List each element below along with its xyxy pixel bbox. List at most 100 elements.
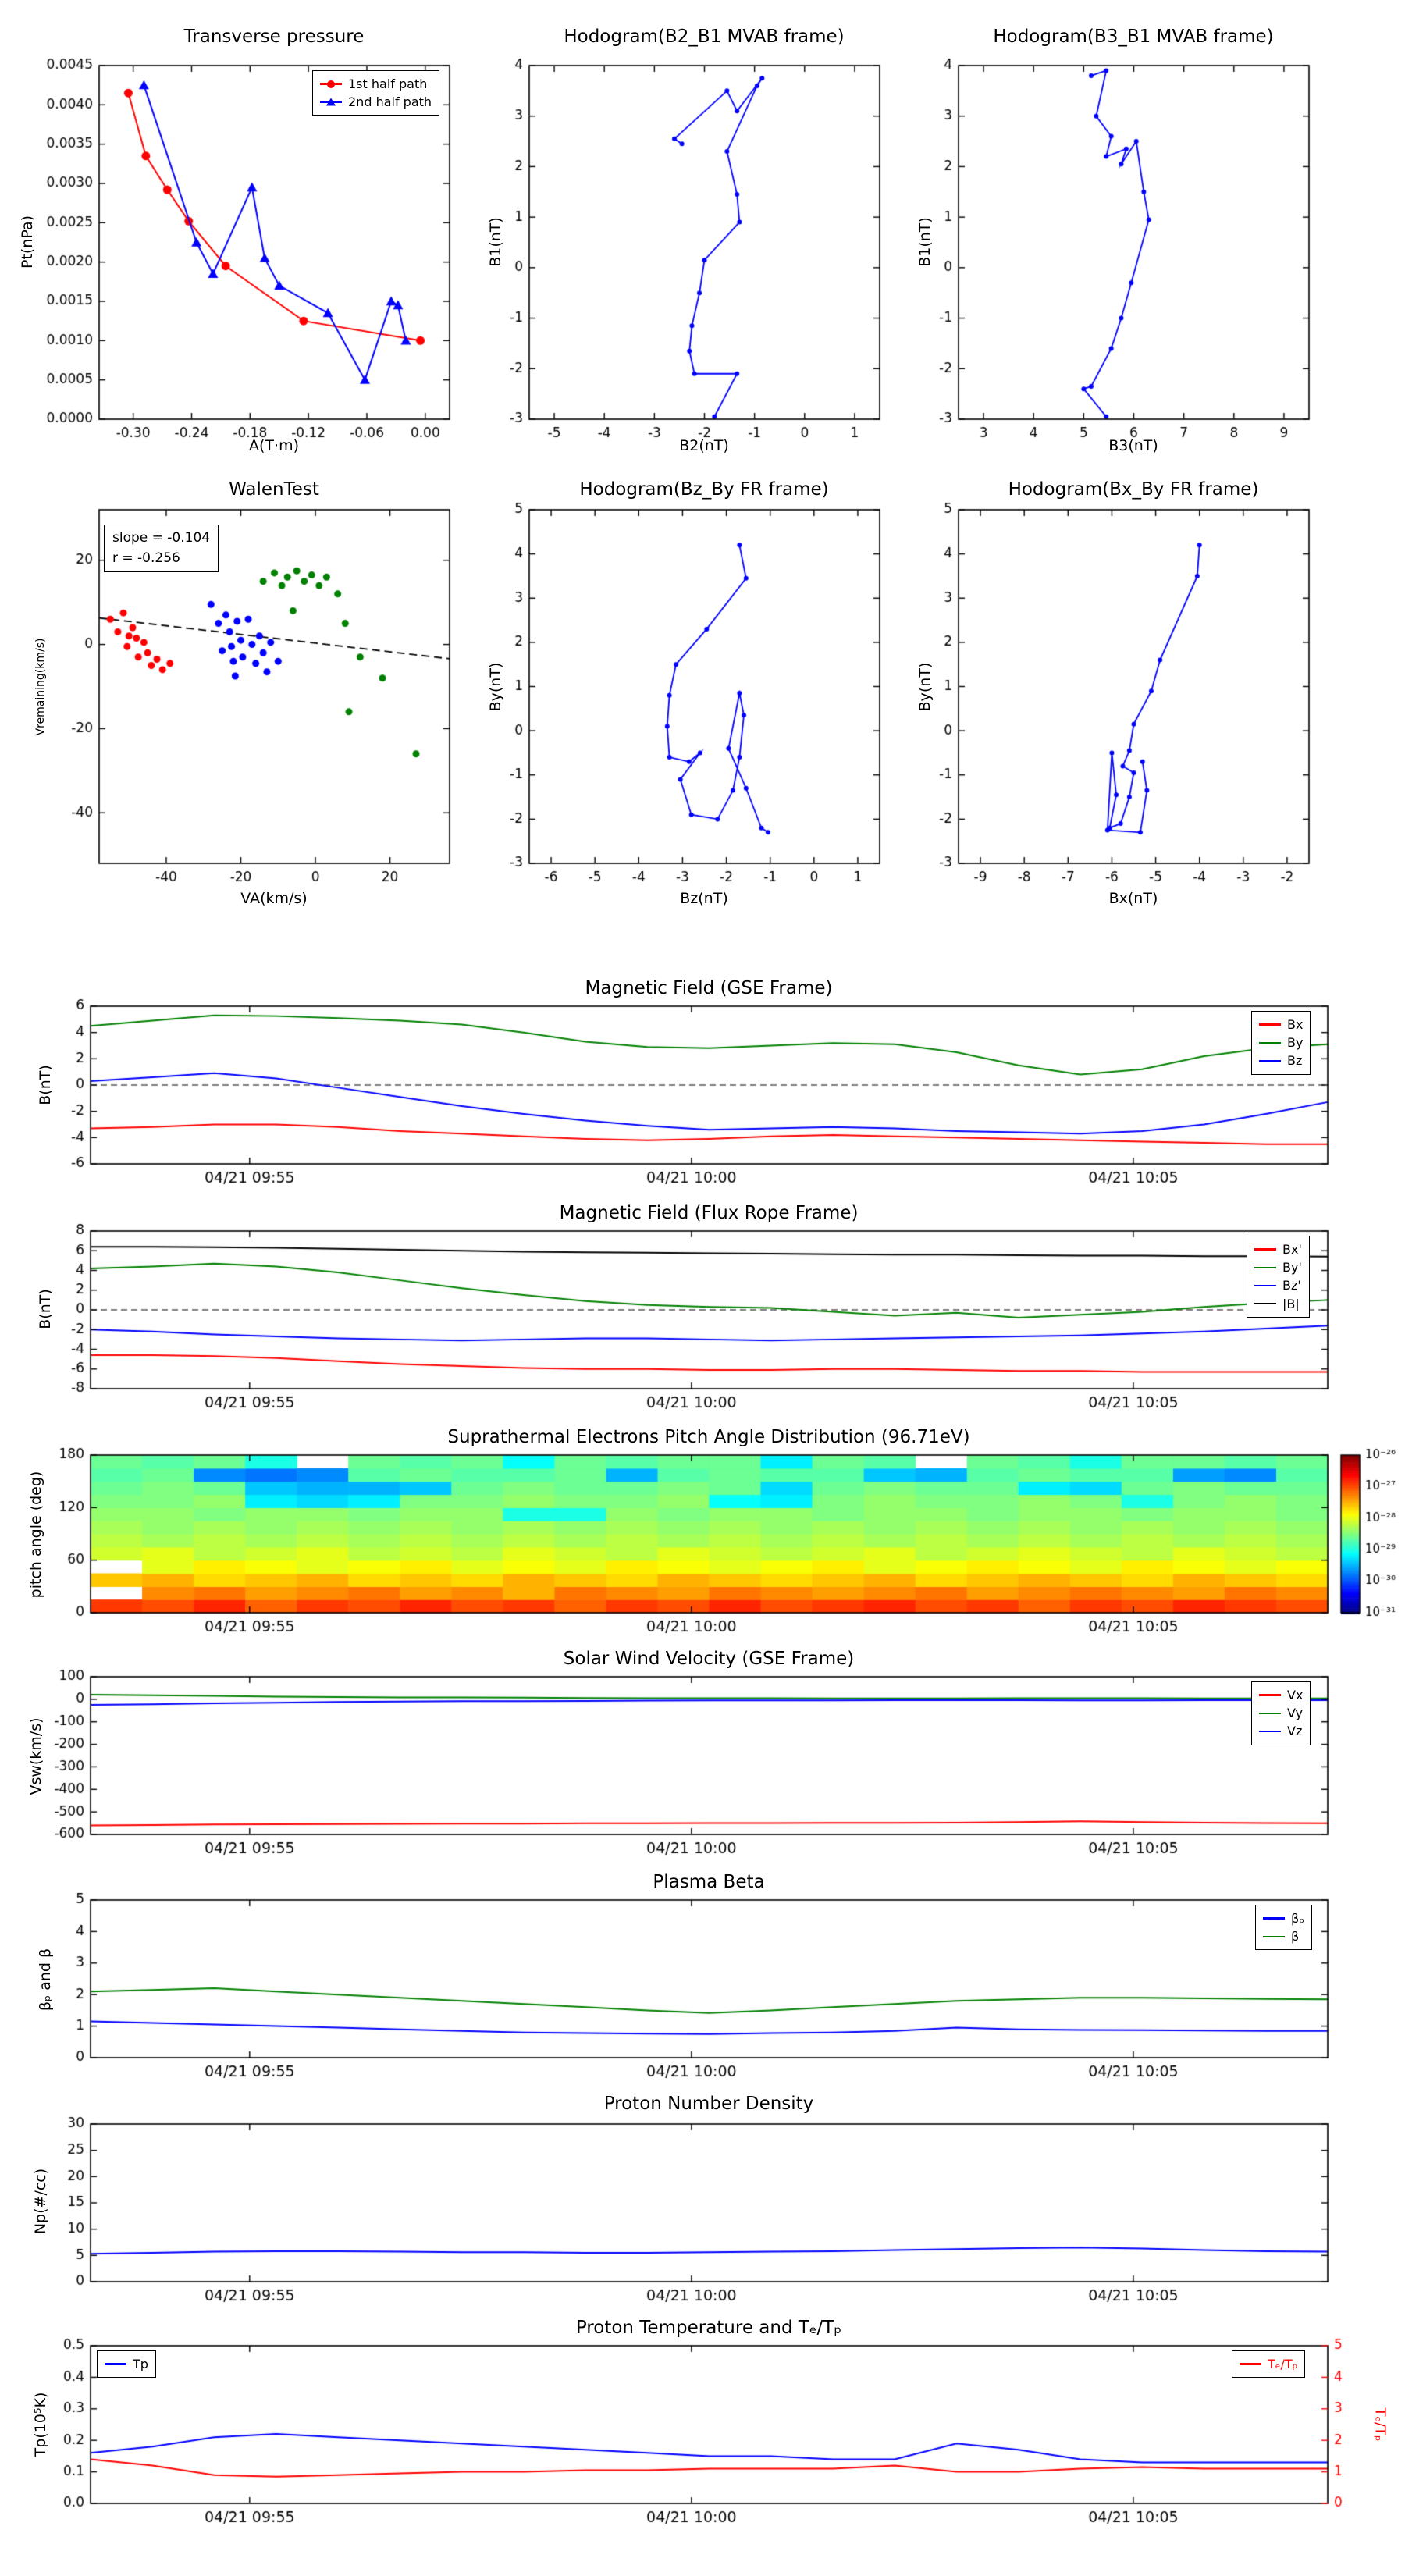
ylabel-vsw: Vsw(km/s) (27, 1717, 44, 1795)
legend-entry: Vz (1259, 1722, 1303, 1740)
legend-entry: By' (1254, 1258, 1302, 1276)
legend-entry: Bx (1259, 1016, 1303, 1034)
xlabel-walen: VA(km/s) (240, 890, 308, 907)
magnetic-field-fr-plot (0, 1189, 1405, 1423)
legend-entry: β (1263, 1927, 1304, 1945)
legend-line-sample (1259, 1694, 1281, 1696)
hodogram-bzby-plot (484, 476, 921, 921)
legend-line-sample (320, 80, 342, 88)
legend-label: βₚ (1291, 1911, 1305, 1926)
ylabel-hodo-bzby: By(nT) (487, 662, 504, 712)
legend-label: Vz (1287, 1724, 1303, 1739)
legend-entry: βₚ (1263, 1909, 1304, 1927)
legend-mag-gse: Bx By Bz (1251, 1011, 1311, 1075)
legend-label: |B| (1282, 1296, 1300, 1311)
walen-fit-stats: slope = -0.104 r = -0.256 (104, 525, 219, 572)
legend-line-sample (1254, 1284, 1276, 1287)
legend-label: Tₑ/Tₚ (1268, 2357, 1298, 2371)
ylabel-beta: βₚ and β (37, 1948, 54, 2012)
title-proton-density: Proton Number Density (603, 2094, 814, 2114)
legend-label: Vy (1287, 1706, 1303, 1721)
legend-entry: 1st half path (320, 75, 432, 93)
magnetic-field-gse-plot (0, 964, 1405, 1198)
title-hodogram-b3b1: Hodogram(B3_B1 MVAB frame) (993, 27, 1274, 47)
xlabel-hodo-bzby: Bz(nT) (680, 890, 728, 907)
legend-entry: Bx' (1254, 1240, 1302, 1258)
triangle-marker-icon (326, 98, 336, 106)
legend-mag-fr: Bx' By' Bz' |B| (1247, 1236, 1310, 1318)
legend-label: 2nd half path (348, 94, 432, 110)
legend-label: Tp (133, 2357, 148, 2371)
legend-entry: Vy (1259, 1704, 1303, 1722)
legend-entry: By (1259, 1034, 1303, 1051)
legend-vsw: Vx Vy Vz (1251, 1681, 1311, 1745)
hodogram-b3b1-plot (921, 23, 1358, 468)
legend-label: Bz' (1282, 1278, 1301, 1293)
legend-label: Bx (1287, 1017, 1304, 1032)
legend-line-sample (1254, 1248, 1276, 1251)
legend-line-sample (1259, 1023, 1281, 1026)
title-solar-wind-velocity: Solar Wind Velocity (GSE Frame) (563, 1649, 855, 1669)
walen-slope-text: slope = -0.104 (112, 530, 211, 546)
legend-line-sample (1259, 1059, 1281, 1062)
legend-label: By' (1282, 1260, 1302, 1276)
title-hodogram-b2b1: Hodogram(B2_B1 MVAB frame) (564, 27, 845, 47)
legend-line-sample (1263, 1917, 1285, 1920)
hodogram-b2b1-plot (484, 23, 921, 468)
xlabel-hodo-b3b1: B3(nT) (1108, 437, 1158, 454)
legend-entry: Tp (105, 2355, 148, 2373)
ylabel-mag-fr: B(nT) (37, 1289, 54, 1329)
title-hodogram-bxby: Hodogram(Bx_By FR frame) (1008, 479, 1259, 500)
pitch-angle-spectrogram (0, 1413, 1405, 1647)
legend-label: β (1291, 1929, 1300, 1944)
title-hodogram-bzby: Hodogram(Bz_By FR frame) (579, 479, 829, 500)
legend-line-sample (1254, 1302, 1276, 1305)
legend-entry: 2nd half path (320, 93, 432, 111)
legend-line-sample (1254, 1266, 1276, 1269)
legend-line-sample (1259, 1712, 1281, 1715)
legend-label: 1st half path (348, 76, 428, 91)
legend-label: Bx' (1282, 1242, 1302, 1257)
ylabel-pitch-angle: pitch angle (deg) (27, 1471, 44, 1599)
legend-label: By (1287, 1035, 1304, 1051)
title-magnetic-field-gse: Magnetic Field (GSE Frame) (585, 978, 833, 998)
ylabel-temperature: Tp(10⁵K) (32, 2392, 49, 2457)
legend-line-sample (320, 98, 342, 106)
ylabel-hodo-b2b1: B1(nT) (487, 217, 504, 267)
title-magnetic-field-fr: Magnetic Field (Flux Rope Frame) (559, 1203, 859, 1223)
xlabel-hodo-bxby: Bx(nT) (1108, 890, 1158, 907)
legend-line-sample (1263, 1935, 1285, 1938)
legend-entry: Bz' (1254, 1276, 1302, 1294)
legend-te-tp-ratio: Tₑ/Tₚ (1232, 2350, 1306, 2379)
legend-transverse-pressure: 1st half path 2nd half path (312, 70, 440, 116)
legend-label: Vx (1287, 1688, 1304, 1703)
legend-line-sample (1259, 1041, 1281, 1044)
title-walen-test: WalenTest (229, 479, 319, 500)
legend-plasma-beta: βₚ β (1255, 1905, 1313, 1951)
legend-entry: Vx (1259, 1686, 1303, 1704)
legend-label: Bz (1287, 1053, 1303, 1069)
legend-line-sample (1259, 1730, 1281, 1733)
legend-entry: Bz (1259, 1051, 1303, 1069)
ylabel-mag-gse: B(nT) (37, 1065, 54, 1105)
circle-marker-icon (327, 80, 335, 88)
xlabel-hodo-b2b1: B2(nT) (679, 437, 729, 454)
ylabel-te-tp-ratio: Tₑ/Tₚ (1371, 2407, 1389, 2442)
title-pitch-angle: Suprathermal Electrons Pitch Angle Distr… (447, 1427, 970, 1447)
ylabel-hodo-b3b1: B1(nT) (916, 217, 934, 267)
ylabel-walen: Vremaining(km/s) (34, 638, 47, 736)
title-proton-temperature: Proton Temperature and Tₑ/Tₚ (575, 2318, 842, 2338)
ylabel-density: Np(#/cc) (32, 2168, 49, 2235)
solar-wind-velocity-plot (0, 1635, 1405, 1869)
hodogram-bxby-plot (921, 476, 1358, 921)
title-plasma-beta: Plasma Beta (653, 1872, 765, 1892)
walen-test-plot (16, 476, 468, 921)
proton-temperature-plot (0, 2304, 1405, 2538)
legend-entry: Tₑ/Tₚ (1240, 2355, 1297, 2373)
ylabel-transverse: Pt(nPa) (19, 215, 36, 269)
legend-entry: |B| (1254, 1295, 1302, 1313)
walen-r-text: r = -0.256 (112, 550, 180, 566)
title-transverse-pressure: Transverse pressure (183, 27, 365, 47)
legend-line-sample (105, 2363, 126, 2365)
